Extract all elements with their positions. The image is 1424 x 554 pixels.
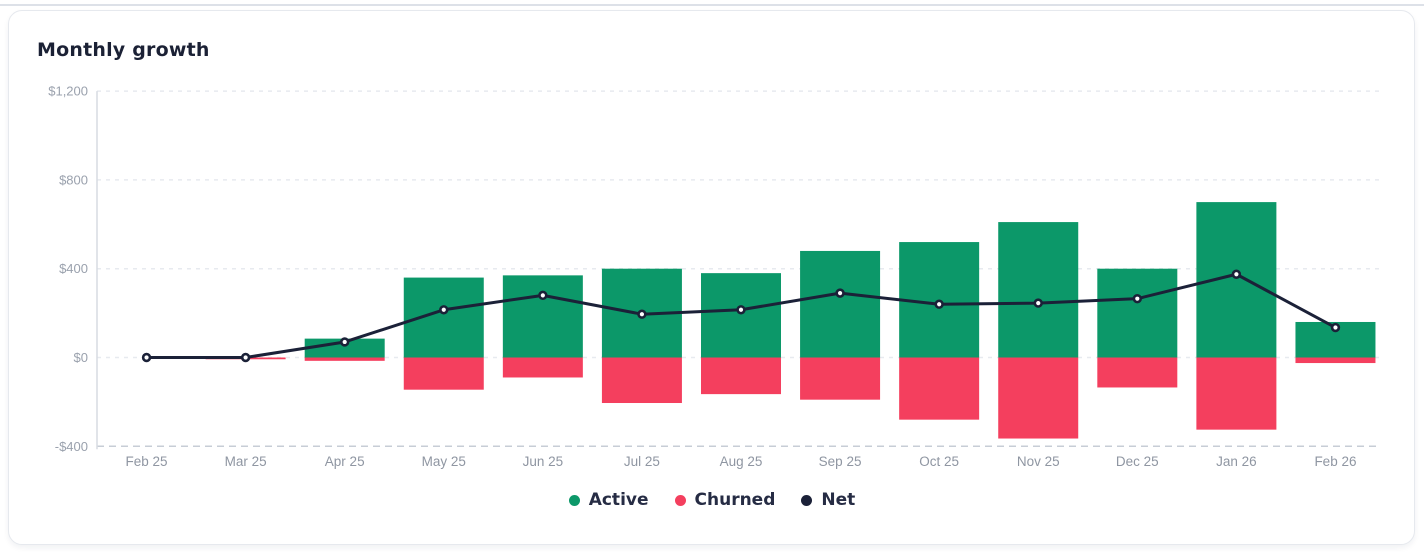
net-point-marker[interactable]	[637, 309, 647, 319]
y-axis-tick-label: $800	[59, 172, 88, 187]
net-point-marker[interactable]	[339, 337, 350, 347]
x-axis-tick-label: Apr 25	[325, 454, 365, 469]
bar-active-segment[interactable]	[800, 250, 881, 358]
bar-churned-segment[interactable]	[800, 357, 881, 400]
chart-legend: Active Churned Net	[0, 490, 1424, 510]
x-axis-tick-label: May 25	[422, 454, 466, 469]
x-axis-tick-label: Sep 25	[819, 454, 862, 469]
x-axis-tick-label: Aug 25	[720, 454, 763, 469]
y-axis-tick-label: $400	[59, 261, 88, 276]
x-axis-tick-label: Feb 25	[126, 454, 168, 469]
net-point-marker[interactable]	[538, 290, 548, 301]
bar-churned-segment[interactable]	[701, 357, 781, 395]
bar-active-segment[interactable]	[304, 338, 385, 358]
net-point-marker[interactable]	[141, 352, 152, 363]
legend-dot-net-icon	[801, 494, 813, 506]
bar-churned-segment[interactable]	[502, 357, 583, 378]
bar-active-segment[interactable]	[502, 275, 583, 358]
bar-churned-segment[interactable]	[601, 357, 682, 404]
page-top-border	[0, 4, 1424, 6]
x-axis-tick-label: Jun 25	[523, 454, 564, 469]
bar-active-segment[interactable]	[701, 273, 781, 358]
bar-churned-segment[interactable]	[1097, 357, 1178, 388]
y-axis-tick-label: -$400	[55, 439, 88, 454]
x-axis-tick-label: Jan 26	[1216, 454, 1257, 469]
net-point-marker[interactable]	[1330, 322, 1341, 333]
legend-dot-active-icon	[568, 494, 580, 506]
legend-item-churned[interactable]: Churned	[674, 490, 776, 510]
bar-active-segment[interactable]	[1097, 268, 1178, 358]
net-point-marker[interactable]	[1033, 298, 1043, 308]
bar-churned-segment[interactable]	[1295, 357, 1376, 364]
net-point-marker[interactable]	[240, 352, 251, 363]
y-axis-tick-label: $0	[74, 350, 88, 365]
net-point-marker[interactable]	[835, 288, 845, 298]
x-axis-tick-label: Feb 26	[1314, 454, 1356, 469]
net-point-marker[interactable]	[736, 305, 746, 315]
x-axis-tick-label: Dec 25	[1116, 454, 1159, 469]
bar-active-segment[interactable]	[998, 222, 1079, 358]
legend-label-churned: Churned	[694, 490, 776, 510]
net-point-marker[interactable]	[1132, 293, 1143, 304]
bar-churned-segment[interactable]	[1196, 357, 1277, 430]
x-axis-tick-label: Oct 25	[919, 454, 959, 469]
legend-dot-churned-icon	[674, 494, 686, 506]
net-point-marker[interactable]	[439, 305, 449, 315]
legend-label-active: Active	[588, 490, 649, 510]
chart-title: Monthly growth	[37, 39, 210, 61]
net-point-marker[interactable]	[1231, 269, 1242, 279]
x-axis-tick-label: Mar 25	[225, 454, 267, 469]
legend-item-net[interactable]: Net	[801, 490, 855, 510]
y-axis-tick-label: $1,200	[48, 84, 88, 99]
bar-churned-segment[interactable]	[403, 357, 484, 390]
x-axis-tick-label: Nov 25	[1017, 454, 1060, 469]
bar-churned-segment[interactable]	[998, 357, 1079, 439]
bar-churned-segment[interactable]	[304, 357, 385, 361]
legend-item-active[interactable]: Active	[568, 490, 649, 510]
legend-label-net: Net	[821, 490, 856, 510]
bar-churned-segment[interactable]	[899, 357, 980, 420]
x-axis-tick-label: Jul 25	[624, 454, 660, 469]
net-point-marker[interactable]	[934, 299, 944, 309]
